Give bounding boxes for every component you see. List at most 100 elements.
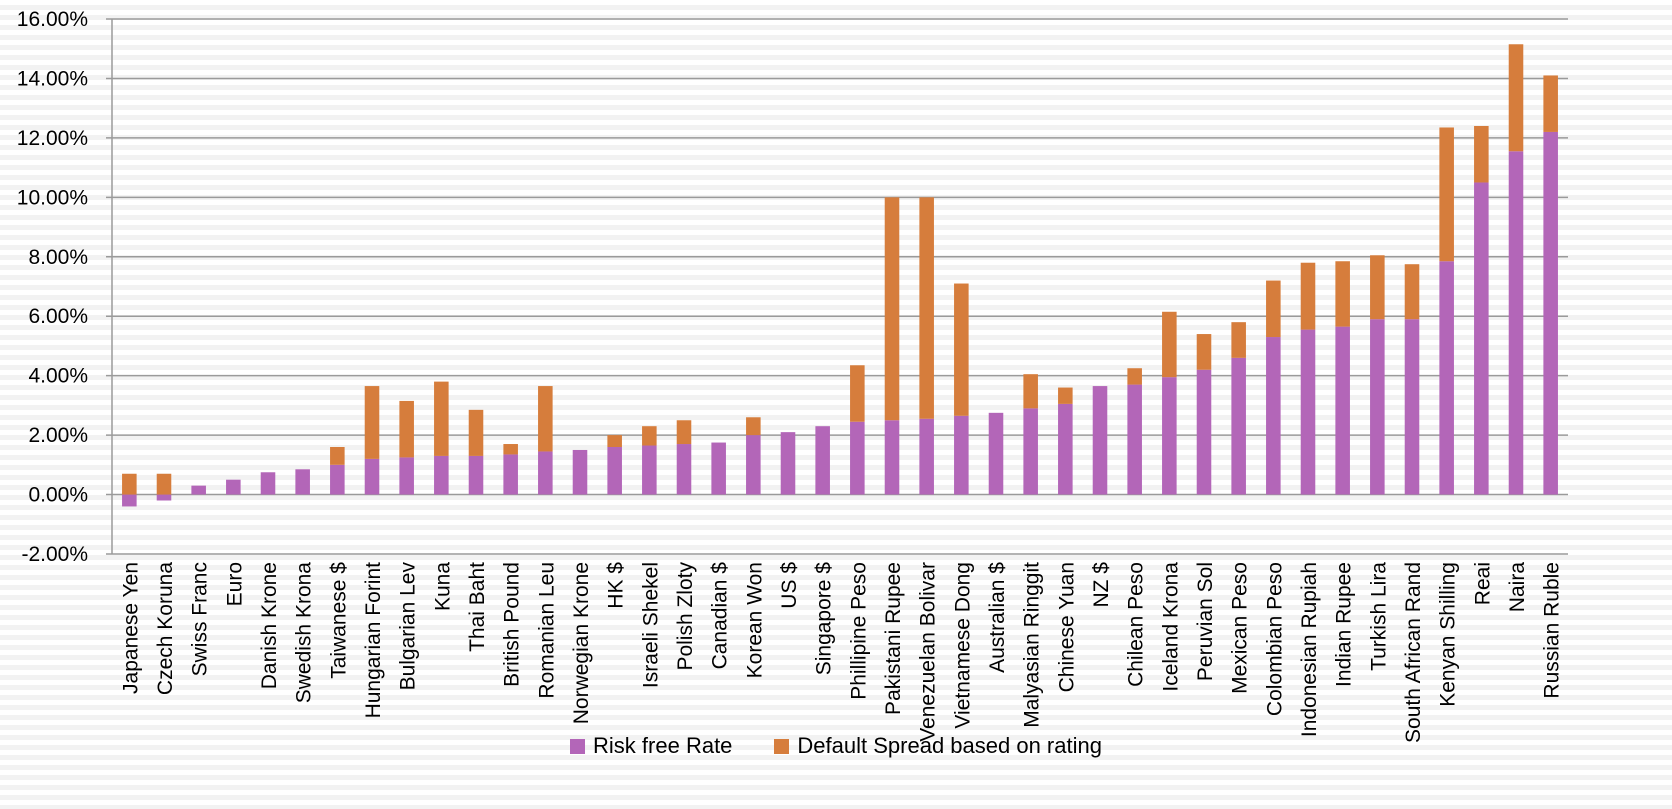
bar-risk-free-rate bbox=[260, 472, 276, 495]
bar-default-spread bbox=[884, 197, 900, 421]
x-tick-label: Euro bbox=[223, 562, 246, 606]
bar-risk-free-rate bbox=[1023, 408, 1038, 495]
y-axis-tick-labels: -2.00% 0.00% 2.00% 4.00% 6.00% 8.00% 10.00% 12.… bbox=[17, 8, 88, 566]
bar-default-spread bbox=[330, 447, 345, 465]
x-tick-label: Pakistani Rupee bbox=[882, 562, 905, 715]
x-tick-label: Israeli Shekel bbox=[639, 562, 662, 688]
gridlines bbox=[106, 18, 1568, 555]
bar-default-spread bbox=[1404, 264, 1420, 320]
x-tick-label: Canadian $ bbox=[709, 562, 732, 670]
bar-risk-free-rate bbox=[1162, 377, 1177, 495]
bar-default-spread bbox=[676, 420, 692, 445]
x-tick-label: Colombian Peso bbox=[1263, 562, 1286, 716]
y-tick-label: 16.00% bbox=[17, 8, 88, 31]
bar-default-spread bbox=[919, 197, 934, 419]
y-tick-label: 4.00% bbox=[28, 365, 88, 388]
x-tick-label: Thai Baht bbox=[466, 562, 489, 652]
legend-swatch-risk-free-rate bbox=[570, 738, 586, 754]
bar-risk-free-rate bbox=[538, 451, 553, 495]
bar-risk-free-rate bbox=[919, 418, 934, 495]
bar-default-spread bbox=[1335, 261, 1350, 327]
bar-risk-free-rate bbox=[1300, 329, 1316, 495]
y-tick-label: 2.00% bbox=[28, 424, 88, 447]
bar-risk-free-rate bbox=[364, 458, 380, 495]
bar-risk-free-rate bbox=[226, 479, 241, 495]
x-tick-label: Chilean Peso bbox=[1125, 562, 1148, 687]
bar-risk-free-rate bbox=[642, 445, 657, 495]
bar-risk-free-rate bbox=[399, 457, 414, 495]
x-tick-label: Bulgarian Lev bbox=[397, 562, 420, 691]
y-tick-label: 14.00% bbox=[17, 67, 88, 90]
bar-default-spread bbox=[1196, 334, 1212, 370]
bar-risk-free-rate bbox=[1404, 319, 1420, 495]
bar-risk-free-rate bbox=[330, 464, 345, 495]
x-tick-label: Kenyan Shilling bbox=[1437, 562, 1460, 707]
x-tick-label: Venezuelan Bolivar bbox=[917, 562, 940, 742]
bar-risk-free-rate bbox=[1196, 369, 1212, 495]
x-tick-label: NZ $ bbox=[1090, 562, 1113, 608]
y-tick-label: 10.00% bbox=[17, 186, 88, 209]
bar-risk-free-rate bbox=[503, 454, 518, 495]
bar-default-spread bbox=[1127, 368, 1142, 385]
bar-risk-free-rate bbox=[572, 449, 588, 495]
x-tick-label: Australian $ bbox=[986, 562, 1009, 673]
bar-default-spread bbox=[1023, 374, 1038, 409]
bar-risk-free-rate bbox=[884, 420, 900, 495]
bar-risk-free-rate bbox=[1231, 357, 1246, 495]
legend-item-default-spread: Default Spread based on rating bbox=[774, 733, 1102, 759]
bar-default-spread bbox=[954, 283, 969, 416]
bar-default-spread bbox=[1231, 322, 1246, 358]
x-tick-label: Japanese Yen bbox=[119, 562, 142, 694]
x-tick-label: Swedish Krona bbox=[293, 562, 316, 704]
bar-default-spread bbox=[1474, 126, 1489, 183]
legend: Risk free Rate Default Spread based on r… bbox=[0, 728, 1672, 764]
x-tick-label: Indian Rupee bbox=[1333, 562, 1356, 687]
legend-swatch-default-spread bbox=[774, 738, 790, 754]
bar-risk-free-rate bbox=[850, 421, 865, 495]
x-tick-label: British Pound bbox=[501, 562, 524, 687]
bar-default-spread bbox=[642, 426, 657, 446]
bar-default-spread bbox=[1439, 127, 1454, 262]
bar-risk-free-rate bbox=[156, 494, 172, 501]
bar-risk-free-rate bbox=[1508, 151, 1524, 495]
bar-risk-free-rate bbox=[676, 444, 692, 495]
legend-label-risk-free-rate: Risk free Rate bbox=[593, 733, 733, 758]
x-tick-label: Kuna bbox=[431, 562, 454, 611]
bar-default-spread bbox=[434, 381, 449, 456]
y-tick-label: -2.00% bbox=[21, 543, 88, 566]
bar-risk-free-rate bbox=[1474, 182, 1489, 495]
bar-default-spread bbox=[1058, 387, 1073, 404]
y-tick-label: 12.00% bbox=[17, 127, 88, 150]
x-tick-label: Norwegian Krone bbox=[570, 562, 593, 724]
bar-risk-free-rate bbox=[954, 415, 969, 495]
x-tick-label: Malyasian Ringgit bbox=[1021, 562, 1044, 728]
bar-default-spread bbox=[468, 409, 484, 456]
bar-risk-free-rate bbox=[122, 494, 137, 507]
bar-risk-free-rate bbox=[468, 455, 484, 495]
bar-default-spread bbox=[122, 473, 137, 495]
bar-default-spread bbox=[1543, 75, 1558, 132]
y-tick-label: 0.00% bbox=[28, 484, 88, 507]
x-tick-label: Reai bbox=[1471, 562, 1494, 605]
x-tick-label: US $ bbox=[778, 562, 801, 609]
bar-risk-free-rate bbox=[1127, 384, 1142, 495]
y-tick-label: 8.00% bbox=[28, 246, 88, 269]
x-tick-label: Czech Koruna bbox=[154, 562, 177, 695]
x-tick-label: Peruvian Sol bbox=[1194, 562, 1217, 681]
x-tick-label: Indonesian Rupiah bbox=[1298, 562, 1321, 737]
x-tick-label: Korean Won bbox=[743, 562, 766, 678]
x-tick-label: HK $ bbox=[605, 562, 628, 609]
x-tick-label: Romanian Leu bbox=[535, 562, 558, 699]
x-tick-label: Hungarian Forint bbox=[362, 562, 385, 719]
bar-default-spread bbox=[850, 365, 865, 422]
bar-default-spread bbox=[538, 386, 553, 452]
y-tick-label: 6.00% bbox=[28, 305, 88, 328]
bar-risk-free-rate bbox=[295, 469, 310, 495]
bar-risk-free-rate bbox=[1266, 337, 1281, 495]
x-tick-label: South African Rand bbox=[1402, 562, 1425, 743]
bar-default-spread bbox=[1508, 44, 1524, 152]
bar-risk-free-rate bbox=[1092, 386, 1108, 495]
legend-label-default-spread: Default Spread based on rating bbox=[797, 733, 1102, 758]
x-tick-label: Chinese Yuan bbox=[1055, 562, 1078, 692]
x-tick-label: Naira bbox=[1506, 562, 1529, 613]
